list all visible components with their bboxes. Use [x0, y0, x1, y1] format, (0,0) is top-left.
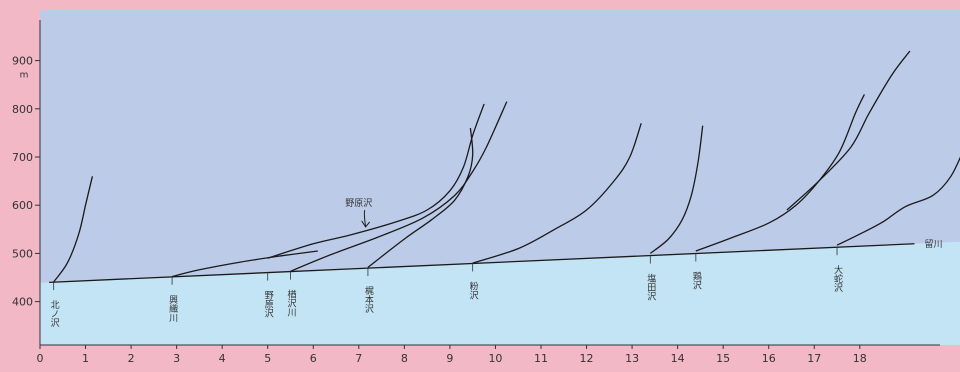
tributary-label: 大蛇沢 [832, 264, 843, 293]
tributary-label: 鶏沢 [691, 270, 702, 290]
tributary-line [472, 123, 642, 264]
x-tick-label: 13 [625, 352, 639, 365]
tributary-line [649, 125, 704, 254]
tributary-label: 梶本沢 [363, 285, 374, 314]
x-tick-label: 11 [534, 352, 548, 365]
y-unit-label: m [20, 71, 29, 81]
tributary-line [695, 94, 865, 252]
x-tick-label: 15 [716, 352, 730, 365]
x-tick-label: 10 [488, 352, 502, 365]
main-river-line [49, 243, 915, 283]
x-tick-label: 7 [355, 352, 362, 365]
x-tick-label: 18 [853, 352, 867, 365]
x-tick-label: 17 [807, 352, 821, 365]
x-tick-label: 14 [671, 352, 685, 365]
series-group [49, 50, 960, 283]
x-tick-label: 3 [173, 352, 180, 365]
x-tick-label: 0 [37, 352, 44, 365]
water-band [40, 241, 960, 345]
y-ticks: 400 500 600 700 800 900 [12, 55, 40, 309]
x-tick-label: 12 [580, 352, 594, 365]
annotation-arrow [363, 209, 367, 227]
y-tick-label: 400 [12, 296, 33, 309]
tributary-label: 楢沢川 [285, 289, 296, 317]
annotation-label: 野原沢 [345, 197, 372, 209]
x-tick-label: 9 [446, 352, 453, 365]
tributary-line [786, 50, 911, 211]
y-tick-label: 800 [12, 103, 33, 116]
tributary-label: 興織川 [167, 295, 178, 322]
main-river-label: 留川 [924, 238, 942, 250]
annotation-arrowhead [361, 220, 371, 228]
tributary-label: 粉沢 [468, 280, 479, 300]
y-tick-label: 600 [12, 199, 33, 212]
tributary-line [53, 176, 94, 283]
y-tick-label: 900 [12, 55, 33, 68]
x-ticks: 0 1 2 3 4 5 6 7 8 9 10 11 12 13 14 15 16 17 18 [37, 345, 867, 365]
x-tick-label: 16 [762, 352, 776, 365]
x-tick-label: 2 [128, 352, 135, 365]
tributary-line [367, 128, 474, 268]
y-tick-label: 500 [12, 247, 33, 260]
tributary-label: 野原沢 [263, 291, 274, 319]
tributary-label: 塩田沢 [645, 272, 656, 301]
tributary-line [171, 250, 318, 278]
tributary-line [836, 156, 960, 246]
x-tick-label: 5 [264, 352, 271, 365]
x-tick-label: 1 [82, 352, 89, 365]
x-tick-label: 4 [219, 352, 226, 365]
y-tick-label: 700 [12, 151, 33, 164]
tributary-line [290, 101, 508, 272]
x-tick-label: 8 [401, 352, 408, 365]
tributary-label: 北ノ沢 [49, 300, 60, 328]
x-tick-label: 6 [310, 352, 317, 365]
tributary-line [267, 103, 485, 259]
